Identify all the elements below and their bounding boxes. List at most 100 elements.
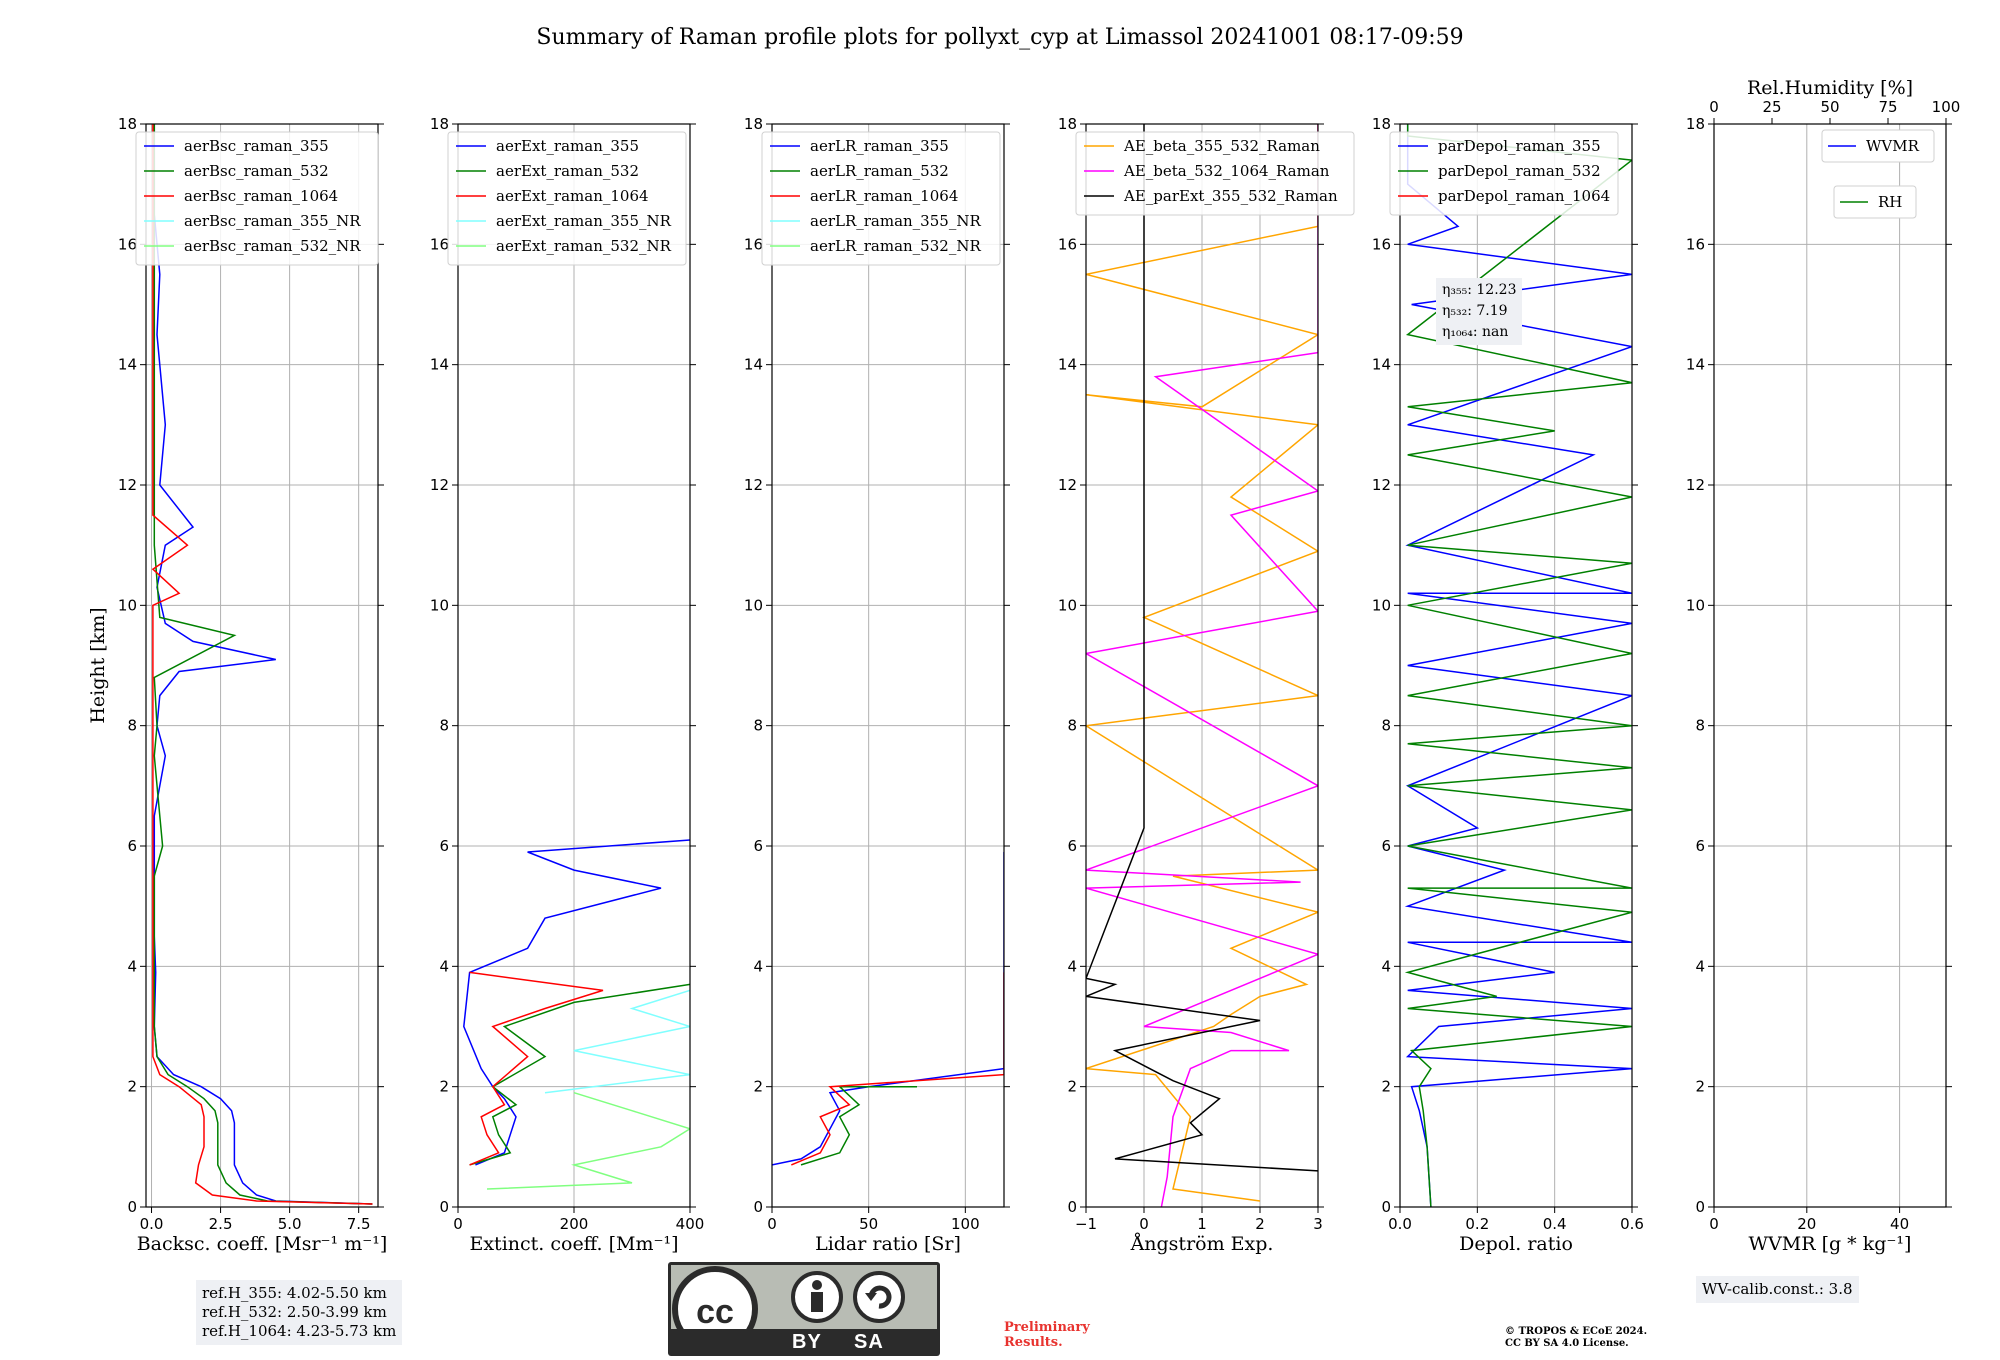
- legend-entry[interactable]: aerLR_raman_355_NR: [810, 212, 981, 230]
- copyright-line-2: CC BY SA 4.0 License.: [1505, 1338, 1629, 1349]
- series-line-AE_beta_355_532_Raman: [1086, 124, 1318, 1202]
- x-tick-label: 0: [453, 1215, 463, 1233]
- cc-by-label: BY: [792, 1331, 822, 1353]
- legend-entry[interactable]: RH: [1878, 193, 1902, 211]
- y-tick-label: 10: [1686, 596, 1705, 614]
- eta-box: η₃₅₅: 12.23 η₅₃₂: 7.19 η₁₀₆₄: nan: [1436, 278, 1523, 345]
- y-tick-label: 18: [1372, 115, 1391, 133]
- legend: aerBsc_raman_355 aerBsc_raman_532 aerBsc_r…: [135, 131, 379, 266]
- y-tick-label: 6: [1695, 837, 1705, 855]
- ref-height-532: ref.H_532: 2.50-3.99 km: [202, 1303, 387, 1321]
- legend-box: [447, 131, 687, 266]
- y-tick-label: 10: [1058, 596, 1077, 614]
- legend-entry[interactable]: AE_parExt_355_532_Raman: [1123, 187, 1338, 205]
- top-x-tick-label: 25: [1762, 98, 1781, 116]
- top-x-tick-label: 50: [1820, 98, 1839, 116]
- legend-entry[interactable]: parDepol_raman_532: [1438, 162, 1601, 180]
- y-tick-label: 12: [1058, 476, 1077, 494]
- y-tick-label: 6: [753, 837, 763, 855]
- y-tick-label: 8: [1695, 717, 1705, 735]
- cc-sa-label: SA: [854, 1331, 884, 1353]
- x-tick-label: −1: [1075, 1215, 1097, 1233]
- svg-text:cc: cc: [696, 1293, 734, 1329]
- legend-entry[interactable]: aerExt_raman_1064: [496, 187, 649, 205]
- legend-box: [1833, 185, 1917, 219]
- x-tick-label: 0.2: [1465, 1215, 1489, 1233]
- x-tick-label: 50: [859, 1215, 878, 1233]
- x-axis-label: Backsc. coeff. [Msr⁻¹ m⁻¹]: [137, 1233, 388, 1255]
- y-tick-label: 12: [1372, 476, 1391, 494]
- legend-entry[interactable]: aerBsc_raman_355: [184, 137, 329, 155]
- plot-frame: [145, 123, 379, 1208]
- legend-entry[interactable]: parDepol_raman_355: [1438, 137, 1601, 155]
- y-tick-label: 18: [118, 115, 137, 133]
- legend-entry[interactable]: aerExt_raman_532: [496, 162, 639, 180]
- x-tick-label: 400: [676, 1215, 705, 1233]
- ref-height-1064: ref.H_1064: 4.23-5.73 km: [202, 1322, 397, 1340]
- x-tick-label: 0: [1709, 1215, 1719, 1233]
- y-tick-label: 16: [118, 235, 137, 253]
- y-tick-label: 6: [1381, 837, 1391, 855]
- x-tick-label: 0.0: [1388, 1215, 1412, 1233]
- legend-entry[interactable]: aerBsc_raman_532: [184, 162, 329, 180]
- legend-entry[interactable]: aerLR_raman_532: [810, 162, 949, 180]
- legend-entry[interactable]: aerBsc_raman_532_NR: [184, 237, 361, 255]
- series-line-aerExt_raman_355_NR: [544, 989, 690, 1094]
- plot-frame: [1399, 123, 1633, 1208]
- legend-entry[interactable]: AE_beta_355_532_Raman: [1123, 137, 1320, 155]
- wv-calib-const: WV-calib.const.: 3.8: [1702, 1280, 1853, 1298]
- ref-height-box: ref.H_355: 4.02-5.50 km ref.H_532: 2.50-…: [196, 1280, 403, 1345]
- cc-license-badge[interactable]: cc BY SA: [668, 1262, 940, 1356]
- preliminary-line-1: Preliminary: [1004, 1320, 1090, 1335]
- y-tick-label: 14: [1686, 356, 1705, 374]
- top-x-axis-label: Rel.Humidity [%]: [1747, 77, 1913, 99]
- y-tick-label: 2: [753, 1078, 763, 1096]
- x-axis-label: Ångström Exp.: [1130, 1233, 1274, 1255]
- legend-entry[interactable]: aerBsc_raman_1064: [184, 187, 338, 205]
- y-tick-label: 2: [1067, 1078, 1077, 1096]
- y-tick-label: 12: [118, 476, 137, 494]
- y-tick-label: 8: [439, 717, 449, 735]
- cc-icons: cc: [672, 1266, 905, 1352]
- y-tick-label: 14: [430, 356, 449, 374]
- legend-entry[interactable]: WVMR: [1866, 137, 1920, 155]
- legend: aerExt_raman_355 aerExt_raman_532 aerExt_r…: [447, 131, 687, 266]
- y-tick-label: 2: [439, 1078, 449, 1096]
- legend-entry[interactable]: aerExt_raman_355: [496, 137, 639, 155]
- y-tick-label: 16: [1686, 235, 1705, 253]
- x-tick-label: 2.5: [209, 1215, 233, 1233]
- x-tick-label: 20: [1797, 1215, 1816, 1233]
- legend-entry[interactable]: parDepol_raman_1064: [1438, 187, 1610, 205]
- legend-entry[interactable]: aerLR_raman_532_NR: [810, 237, 981, 255]
- legend-entry[interactable]: AE_beta_532_1064_Raman: [1123, 162, 1330, 180]
- top-x-tick-label: 75: [1878, 98, 1897, 116]
- x-tick-label: 1: [1197, 1215, 1207, 1233]
- top-x-tick-label: 0: [1709, 98, 1719, 116]
- legend-entry[interactable]: aerExt_raman_355_NR: [496, 212, 672, 230]
- x-tick-label: 0: [1139, 1215, 1149, 1233]
- legend-box: [1821, 129, 1935, 163]
- figure-title: Summary of Raman profile plots for polly…: [536, 25, 1463, 50]
- cc-badge-top: cc: [671, 1265, 937, 1352]
- x-axis-label: Lidar ratio [Sr]: [815, 1233, 961, 1255]
- y-tick-label: 4: [1695, 957, 1705, 975]
- x-tick-label: 7.5: [347, 1215, 371, 1233]
- x-tick-label: 0.4: [1543, 1215, 1567, 1233]
- y-tick-label: 0: [1067, 1198, 1077, 1216]
- series-line-aerExt_raman_1064: [469, 971, 604, 1166]
- legend-entry[interactable]: aerLR_raman_1064: [810, 187, 958, 205]
- y-tick-label: 10: [1372, 596, 1391, 614]
- series-line-aerExt_raman_532: [469, 983, 690, 1166]
- legend-entry[interactable]: aerExt_raman_532_NR: [496, 237, 672, 255]
- y-tick-label: 16: [1058, 235, 1077, 253]
- y-tick-label: 4: [127, 957, 137, 975]
- y-tick-label: 14: [744, 356, 763, 374]
- y-tick-label: 16: [1372, 235, 1391, 253]
- legend-entry[interactable]: aerLR_raman_355: [810, 137, 949, 155]
- y-tick-label: 18: [1686, 115, 1705, 133]
- copyright-note: © TROPOS & ECoE 2024. CC BY SA 4.0 Licen…: [1505, 1326, 1647, 1350]
- y-tick-label: 0: [753, 1198, 763, 1216]
- legend-entry[interactable]: aerBsc_raman_355_NR: [184, 212, 361, 230]
